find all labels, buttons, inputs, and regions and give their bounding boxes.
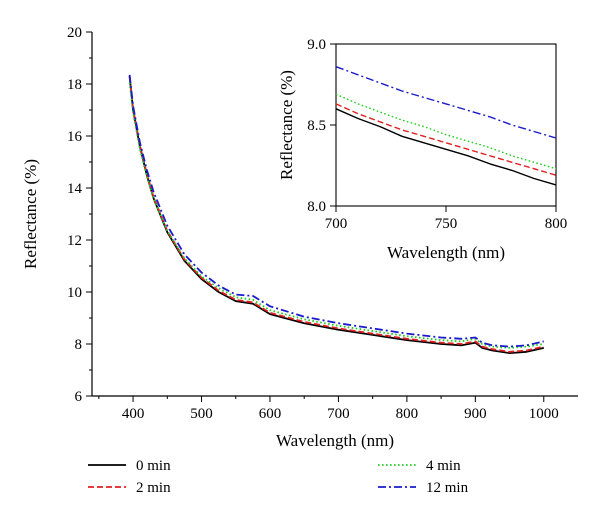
series-line-0-min [335,108,557,186]
x-tick-label: 400 [122,406,145,422]
x-tick-label: 500 [190,406,213,422]
legend-label: 4 min [426,458,461,474]
y-tick-label: 14 [67,181,83,197]
y-tick-label: 20 [67,25,82,41]
legend-item: 4 min [378,458,461,474]
y-tick-label: 8.0 [307,199,326,215]
x-tick-label: 800 [396,406,419,422]
y-axis-label: Reflectance (%) [21,159,40,269]
legend-label: 2 min [136,480,171,496]
x-tick-label: 750 [435,216,458,232]
inset-frame [335,43,557,207]
legend-item: 2 min [88,480,171,496]
y-tick-label: 12 [67,233,82,249]
series-line-4-min [335,93,557,170]
series-line-12-min [128,74,545,348]
x-axis-label: Wavelength (nm) [387,243,505,262]
legend: 0 min 2 min 4 min 12 min [88,458,469,496]
x-tick-label: 700 [325,216,348,232]
series-line-12-min [335,66,557,139]
y-tick-label: 16 [67,129,83,145]
legend-item: 0 min [88,458,171,474]
inset-plot: 700 750 800 8.0 8.5 9.0 Wavelength (nm) Reflect… [277,37,567,262]
y-tick-label: 8.5 [307,118,326,134]
x-axis-label: Wavelength (nm) [276,431,394,450]
legend-item: 12 min [378,480,469,496]
series-line-2-min [335,103,557,176]
y-tick-label: 10 [67,285,82,301]
main-plot: 400 500 600 700 800 900 1000 6 8 10 12 14 16 18 20 Wave… [21,25,578,450]
y-axis-label: Reflectance (%) [277,70,296,180]
y-tick-label: 8 [75,337,83,353]
legend-label: 0 min [136,458,171,474]
x-tick-label: 800 [545,216,568,232]
x-tick-label: 700 [327,406,350,422]
legend-label: 12 min [426,480,469,496]
y-tick-label: 9.0 [307,37,326,53]
y-tick-label: 6 [75,389,83,405]
x-tick-label: 600 [259,406,282,422]
x-tick-label: 1000 [529,406,559,422]
x-tick-label: 900 [464,406,487,422]
y-tick-label: 18 [67,77,82,93]
